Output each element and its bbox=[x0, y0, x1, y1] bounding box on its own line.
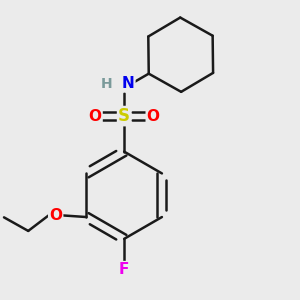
Text: O: O bbox=[88, 109, 102, 124]
Text: O: O bbox=[49, 208, 62, 223]
Text: O: O bbox=[147, 109, 160, 124]
Text: S: S bbox=[118, 107, 130, 125]
Text: F: F bbox=[119, 262, 129, 277]
Text: H: H bbox=[100, 77, 112, 91]
Text: N: N bbox=[122, 76, 134, 91]
